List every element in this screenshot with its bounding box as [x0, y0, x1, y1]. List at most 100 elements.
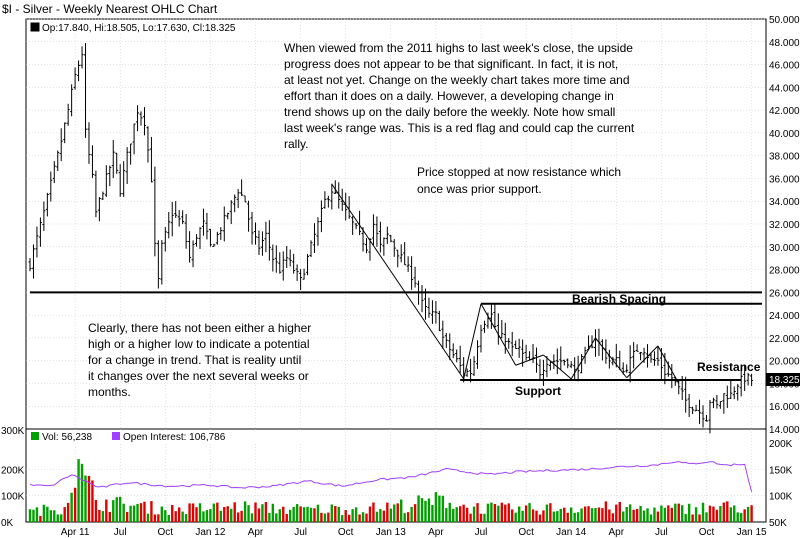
volume-bar [528, 503, 531, 522]
trend-lines [331, 183, 680, 384]
volume-bar [722, 502, 726, 522]
volume-bar [517, 506, 521, 522]
volume-bar [583, 506, 587, 522]
volume-legend: Vol: 56,238 [42, 432, 92, 443]
volume-bar [663, 507, 667, 522]
price-tick-label: 38.000 [769, 152, 800, 163]
volume-bar [611, 513, 615, 522]
volume-bar [42, 504, 46, 522]
price-tick-label: 40.000 [769, 129, 800, 140]
volume-bar [292, 506, 295, 522]
volume-bar [375, 511, 379, 522]
volume-bar [223, 506, 226, 522]
volume-legend-bg [28, 430, 308, 442]
price-tick-label: 42.000 [769, 106, 800, 117]
volume-bar [261, 504, 264, 522]
volume-bar [521, 510, 524, 522]
volume-bar [507, 503, 510, 522]
volume-bar [105, 499, 108, 522]
annotation-line: Price stopped at now resistance which [417, 165, 621, 179]
volume-bar [341, 515, 344, 522]
volume-bar [712, 506, 715, 522]
volume-bar [268, 512, 271, 522]
volume-bar [191, 503, 195, 522]
volume-panel: 300K 200K 100K 0K 200K 150K 100K 50K Vol: 56,2… [1, 426, 793, 529]
x-tick-label: Jul [114, 527, 127, 538]
volume-bar [188, 503, 191, 522]
volume-bar [316, 504, 320, 522]
annotation-line: Support [515, 384, 561, 398]
volume-bar [39, 515, 42, 522]
annotation-line: it changes over the next several weeks o… [88, 369, 309, 383]
volume-bar [233, 502, 236, 522]
volume-bar [622, 511, 625, 522]
volume-bar [601, 508, 604, 522]
volume-bar [361, 512, 365, 522]
volume-bar [431, 504, 434, 522]
annotation-line: once was prior support. [417, 182, 542, 196]
volume-bar [49, 510, 53, 522]
volume-bar [112, 500, 115, 522]
volume-bar [594, 508, 597, 522]
volume-bar [171, 504, 174, 522]
volume-bar [677, 503, 680, 522]
volume-bar [139, 503, 143, 522]
volume-bar [708, 505, 712, 522]
price-tick-label: 50.000 [769, 15, 800, 26]
volume-bar [150, 501, 153, 522]
volume-bar [462, 504, 465, 522]
trend-line [543, 354, 572, 380]
volume-bar [746, 506, 750, 522]
volume-bar [164, 510, 167, 522]
volume-bar [250, 513, 254, 522]
trend-line [515, 354, 544, 366]
volume-bar [490, 502, 493, 522]
x-tick-label: Oct [699, 527, 715, 538]
trend-line [595, 337, 628, 379]
volume-bar [691, 514, 694, 522]
volume-bar [733, 505, 736, 522]
price-tick-label: 26.000 [769, 288, 800, 299]
volume-bar [545, 504, 549, 522]
volume-bar [323, 513, 327, 522]
price-bars [28, 43, 754, 434]
volume-bars [28, 459, 753, 522]
x-tick-label: Apr [248, 527, 264, 538]
volume-bar [236, 512, 240, 522]
volume-bar [195, 507, 198, 522]
volume-bar [729, 507, 732, 522]
volume-bar [413, 504, 417, 522]
volume-bar [472, 506, 476, 522]
volume-bar [53, 510, 56, 522]
volume-bar [46, 506, 49, 522]
volume-bar [483, 513, 486, 522]
volume-bar [167, 514, 170, 522]
volume-bar [302, 507, 306, 522]
volume-bar [552, 511, 556, 522]
volume-bar [393, 504, 396, 522]
volume-bar [205, 510, 209, 522]
volume-bar [628, 504, 632, 522]
volume-bar [556, 511, 559, 522]
volume-bar [230, 508, 233, 522]
volume-bar [73, 487, 77, 522]
volume-bar [625, 507, 628, 522]
volume-bar [576, 512, 580, 522]
x-tick-label: Jan 13 [376, 527, 406, 538]
price-tick-label: 34.000 [769, 197, 800, 208]
volume-bar [32, 509, 35, 522]
volume-bar [146, 513, 150, 522]
volume-bar [243, 501, 247, 522]
volume-bar [667, 505, 670, 522]
volume-bar [84, 475, 87, 522]
volume-bar [639, 506, 642, 522]
volume-bar [445, 508, 448, 522]
volume-bar [382, 510, 386, 522]
volume-bar [542, 510, 545, 522]
volume-bar [153, 514, 157, 522]
trend-line [480, 303, 517, 366]
x-tick-label: Jul [655, 527, 668, 538]
volume-bar [681, 505, 684, 522]
volume-bar [226, 506, 229, 522]
volume-bar [181, 511, 184, 522]
